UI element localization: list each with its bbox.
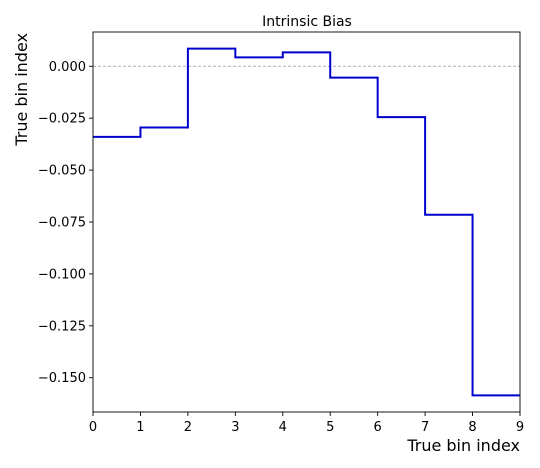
x-tick-label: 8	[468, 420, 476, 435]
x-tick-label: 4	[279, 420, 287, 435]
x-tick-label: 6	[374, 420, 382, 435]
y-axis-label: True bin index	[12, 33, 31, 147]
x-tick-label: 5	[326, 420, 334, 435]
y-tick-label: −0.125	[38, 319, 86, 334]
y-tick-label: −0.075	[38, 216, 86, 231]
x-tick-label: 3	[231, 420, 239, 435]
y-tick-label: −0.025	[38, 112, 86, 127]
plot-area	[93, 47, 520, 397]
x-tick-label: 0	[89, 420, 97, 435]
x-axis-label: True bin index	[406, 436, 520, 455]
x-tick-label: 1	[136, 420, 144, 435]
y-tick-label: −0.100	[38, 267, 86, 282]
plot-frame	[92, 31, 521, 413]
y-tick-label: −0.150	[38, 371, 86, 386]
chart-title: Intrinsic Bias	[262, 14, 352, 30]
axes: 0 1 2 3 4 5 6 7 8 9 0.000 −0.025 −0.050 −0.075 −0.100 −…	[38, 31, 524, 435]
x-tick-label: 7	[421, 420, 429, 435]
x-tick-label: 2	[184, 420, 192, 435]
x-tick-label: 9	[516, 420, 524, 435]
series-step-line-0	[93, 47, 520, 397]
y-tick-label: 0.000	[49, 60, 86, 75]
y-tick-label: −0.050	[38, 164, 86, 179]
